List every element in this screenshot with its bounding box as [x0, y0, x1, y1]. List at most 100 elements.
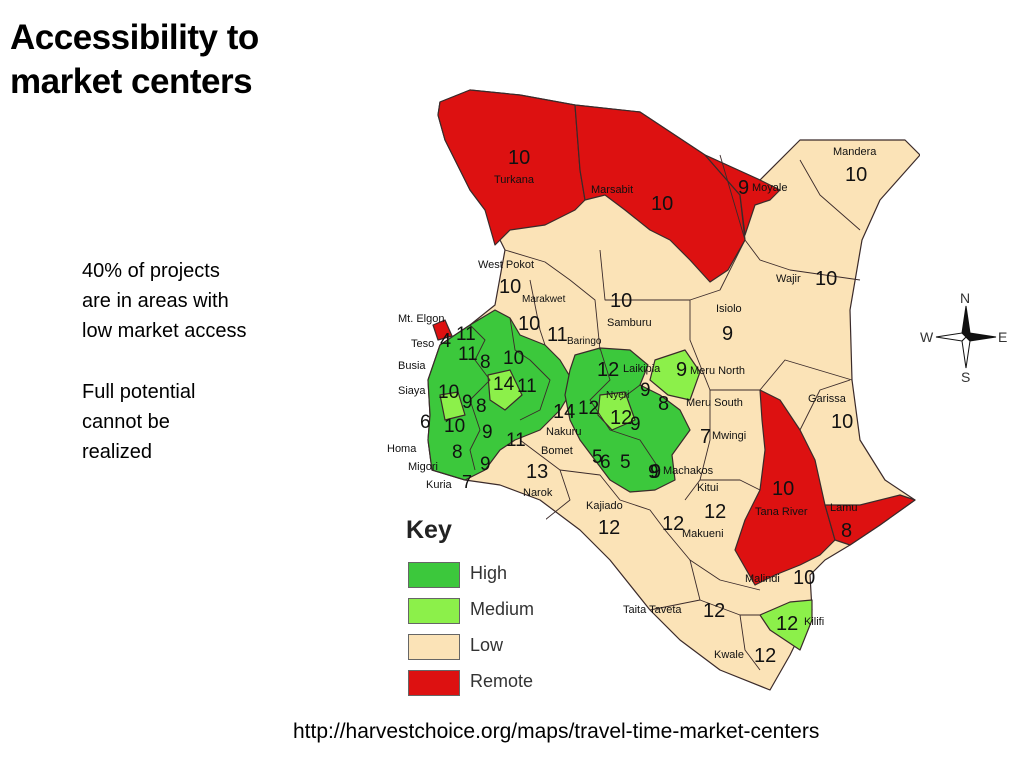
label-busia: Busia	[398, 360, 426, 372]
value-western-10: 10	[444, 416, 465, 437]
value-central-8: 5	[592, 447, 603, 468]
label-baringo: Baringo	[567, 336, 602, 347]
value-moyale: 9	[738, 177, 749, 199]
region-lamu	[824, 494, 916, 546]
value-central-2: 5	[620, 452, 631, 473]
north-arrow-compass-icon: N S E W	[920, 290, 1007, 385]
value-western-11: 11	[506, 430, 526, 451]
kenya-market-access-map: Turkana 10 Marsabit 10 9 Moyale Mandera …	[387, 89, 920, 691]
region-moyale	[704, 154, 781, 236]
label-machakos: Machakos	[663, 465, 714, 477]
compass-n: N	[960, 290, 970, 306]
region-western-medium-2	[439, 391, 466, 421]
label-mwingi: Mwingi	[712, 430, 746, 442]
value-kwale: 12	[754, 645, 776, 667]
value-western-4: 10	[438, 382, 459, 403]
value-taita-taveta: 12	[703, 600, 725, 622]
region-kilifi-medium	[759, 599, 813, 651]
value-central-4: 9	[630, 414, 641, 435]
label-samburu: Samburu	[607, 317, 652, 329]
value-western-12: 9	[482, 422, 493, 443]
legend-title: Key	[406, 516, 452, 544]
value-nyeri: 12	[610, 407, 632, 429]
label-malindi: Malindi	[745, 573, 780, 585]
value-laikipia: 12	[597, 359, 619, 381]
value-western-13: 8	[452, 442, 463, 463]
source-url: http://harvestchoice.org/maps/travel-tim…	[293, 720, 820, 743]
value-western-3: 8	[480, 352, 491, 373]
compass-w: W	[920, 329, 934, 345]
value-western-6: 14	[493, 374, 515, 395]
label-kwale: Kwale	[714, 649, 744, 661]
legend-label-remote: Remote	[470, 671, 534, 691]
label-laikipia: Laikipia	[623, 363, 661, 375]
label-narok: Narok	[523, 487, 553, 499]
value-western-5: 9	[462, 392, 473, 413]
compass-e: E	[998, 329, 1007, 345]
value-lamu: 8	[841, 520, 852, 542]
compass-s: S	[961, 369, 970, 385]
value-central-5: 9	[648, 462, 659, 483]
value-bomet: 13	[526, 461, 548, 483]
label-nyeri: Nyeri	[606, 390, 629, 401]
label-makueni: Makueni	[682, 528, 724, 540]
legend-label-low: Low	[470, 635, 504, 655]
value-west-pokot: 10	[499, 276, 521, 298]
label-kitui: Kitui	[697, 482, 718, 494]
value-kuria: 7	[462, 472, 472, 492]
label-siaya: Siaya	[398, 385, 426, 397]
label-migori: Migori	[408, 461, 438, 473]
value-western-9: 8	[476, 396, 487, 417]
bullet-2: Full potential cannot be realized	[82, 381, 196, 463]
region-central-medium-2	[597, 391, 636, 431]
label-lamu: Lamu	[830, 502, 858, 514]
value-western-7: 10	[503, 348, 524, 369]
value-meru-south: 8	[658, 393, 669, 415]
label-taita-taveta: Taita Taveta	[623, 604, 682, 616]
value-tana-river: 10	[772, 478, 794, 500]
label-bomet: Bomet	[541, 445, 573, 457]
label-kajiado: Kajiado	[586, 500, 623, 512]
value-central-7: 12	[578, 398, 599, 419]
value-central-6: 11	[517, 376, 537, 397]
value-makueni: 12	[662, 513, 684, 535]
value-central-1: 6	[600, 452, 611, 473]
value-garissa: 10	[831, 411, 853, 433]
value-marakwet: 10	[518, 313, 540, 335]
legend-swatch-high	[408, 562, 460, 588]
slide-bullets: 40% of projects are in areas with low ma…	[82, 256, 292, 498]
legend-swatch-low	[408, 634, 460, 660]
label-meru-south: Meru South	[686, 397, 743, 409]
value-kajiado: 12	[598, 517, 620, 539]
value-marsabit: 10	[651, 193, 673, 215]
region-central-medium	[649, 349, 701, 401]
value-baringo: 11	[547, 324, 568, 346]
slide-title: Accessibility to market centers	[10, 16, 310, 104]
bullet-1: 40% of projects are in areas with low ma…	[82, 260, 247, 342]
label-kilifi: Kilifi	[804, 616, 824, 628]
value-central-3: 9	[640, 380, 651, 401]
map-legend: Key High Medium Low Remote	[394, 512, 546, 700]
legend-label-medium: Medium	[470, 599, 535, 619]
label-moyale: Moyale	[752, 182, 787, 194]
label-marsabit: Marsabit	[591, 184, 633, 196]
title-line-1: Accessibility to	[10, 18, 259, 57]
label-nakuru: Nakuru	[546, 426, 581, 438]
label-wajir: Wajir	[776, 273, 801, 285]
label-garissa: Garissa	[808, 393, 847, 405]
value-meru-north: 9	[676, 359, 687, 381]
value-kilifi: 12	[776, 613, 798, 635]
value-mwingi: 7	[700, 426, 711, 448]
label-homa-bay: Homa	[387, 443, 417, 455]
region-mt-elgon-remote	[432, 319, 453, 341]
label-meru-north: Meru North	[690, 365, 745, 377]
region-turkana	[437, 89, 586, 246]
label-west-pokot: West Pokot	[478, 259, 534, 271]
value-western-1: 11	[456, 324, 476, 345]
value-mandera: 10	[845, 164, 867, 186]
region-western-medium-1	[487, 369, 523, 411]
legend-label-high: High	[470, 563, 508, 583]
region-tana-river	[734, 389, 836, 586]
label-mandera: Mandera	[833, 146, 877, 158]
label-turkana: Turkana	[494, 174, 535, 186]
